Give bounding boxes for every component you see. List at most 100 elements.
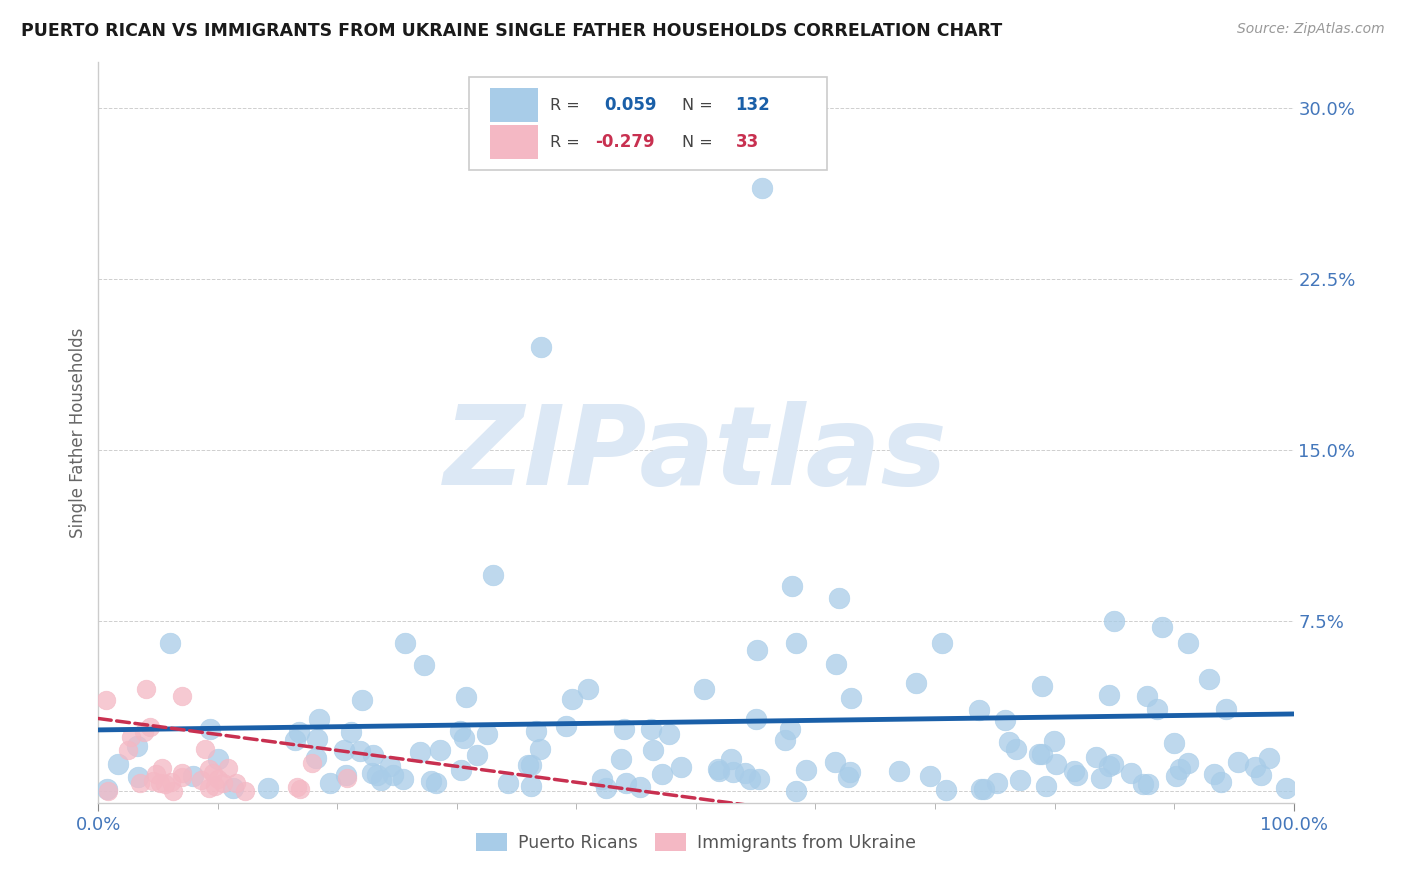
- Point: [361, 766, 384, 780]
- Point: [1211, 775, 1233, 789]
- Point: [150, 761, 173, 775]
- Point: [207, 772, 229, 786]
- Text: 33: 33: [735, 134, 759, 152]
- Point: [1031, 679, 1053, 693]
- Point: [1136, 777, 1159, 791]
- Point: [1010, 773, 1032, 788]
- Point: [429, 743, 451, 757]
- Point: [381, 767, 404, 781]
- Point: [1243, 760, 1265, 774]
- Point: [693, 681, 716, 696]
- Point: [1132, 777, 1154, 791]
- Point: [1170, 762, 1192, 776]
- Text: N =: N =: [682, 135, 717, 150]
- Point: [1275, 780, 1298, 795]
- Point: [825, 657, 848, 671]
- Point: [392, 772, 415, 786]
- Point: [318, 776, 340, 790]
- Point: [1258, 751, 1281, 765]
- Text: Source: ZipAtlas.com: Source: ZipAtlas.com: [1237, 22, 1385, 37]
- Point: [1250, 768, 1272, 782]
- Point: [785, 636, 807, 650]
- Point: [335, 768, 357, 782]
- Point: [628, 780, 651, 794]
- Y-axis label: Single Father Households: Single Father Households: [69, 327, 87, 538]
- Point: [1005, 742, 1028, 756]
- Point: [496, 776, 519, 790]
- Point: [614, 775, 637, 789]
- Point: [481, 568, 505, 582]
- Point: [117, 742, 139, 756]
- Point: [970, 781, 993, 796]
- Text: ZIPatlas: ZIPatlas: [444, 401, 948, 508]
- Point: [349, 744, 371, 758]
- Point: [450, 763, 472, 777]
- Point: [1035, 779, 1057, 793]
- Point: [129, 775, 152, 789]
- Bar: [491, 126, 538, 159]
- Point: [578, 681, 600, 696]
- Point: [516, 758, 538, 772]
- Point: [931, 636, 953, 650]
- Point: [127, 739, 149, 754]
- Point: [709, 764, 731, 778]
- Point: [153, 777, 176, 791]
- Point: [366, 768, 388, 782]
- Point: [1152, 620, 1174, 634]
- Point: [1090, 771, 1112, 785]
- Point: [160, 774, 183, 789]
- Point: [640, 722, 662, 736]
- Point: [794, 763, 817, 777]
- Point: [721, 765, 744, 780]
- Point: [1031, 747, 1053, 761]
- Point: [285, 780, 308, 794]
- Point: [595, 780, 617, 795]
- Point: [520, 779, 543, 793]
- Point: [641, 742, 664, 756]
- Point: [370, 772, 392, 787]
- Point: [613, 722, 636, 736]
- Point: [361, 747, 384, 762]
- Point: [134, 725, 156, 739]
- Point: [887, 764, 910, 779]
- Point: [779, 722, 801, 736]
- Legend: Puerto Ricans, Immigrants from Ukraine: Puerto Ricans, Immigrants from Ukraine: [468, 824, 924, 861]
- Point: [96, 782, 118, 797]
- Point: [1101, 757, 1123, 772]
- Point: [1136, 689, 1159, 703]
- Point: [305, 731, 328, 746]
- Point: [1104, 614, 1126, 628]
- Point: [1063, 764, 1085, 779]
- Bar: [491, 88, 538, 121]
- Point: [1177, 756, 1199, 770]
- Text: R =: R =: [550, 135, 585, 150]
- Point: [420, 774, 443, 789]
- Point: [449, 723, 471, 738]
- Point: [138, 720, 160, 734]
- Point: [172, 689, 194, 703]
- Point: [222, 780, 245, 795]
- Point: [839, 691, 862, 706]
- Point: [1098, 688, 1121, 702]
- Point: [413, 657, 436, 672]
- Point: [204, 779, 226, 793]
- Point: [520, 757, 543, 772]
- Point: [453, 731, 475, 746]
- Point: [465, 748, 488, 763]
- Point: [1226, 756, 1249, 770]
- Point: [651, 766, 673, 780]
- Point: [839, 765, 862, 780]
- Point: [1163, 736, 1185, 750]
- Text: -0.279: -0.279: [596, 134, 655, 152]
- Text: 0.059: 0.059: [605, 96, 657, 114]
- Text: N =: N =: [682, 98, 717, 113]
- Point: [706, 762, 728, 776]
- Point: [828, 591, 851, 605]
- Point: [425, 776, 447, 790]
- Point: [145, 767, 167, 781]
- Point: [935, 783, 957, 797]
- Point: [986, 776, 1008, 790]
- Point: [734, 765, 756, 780]
- Point: [475, 727, 498, 741]
- Point: [198, 780, 221, 795]
